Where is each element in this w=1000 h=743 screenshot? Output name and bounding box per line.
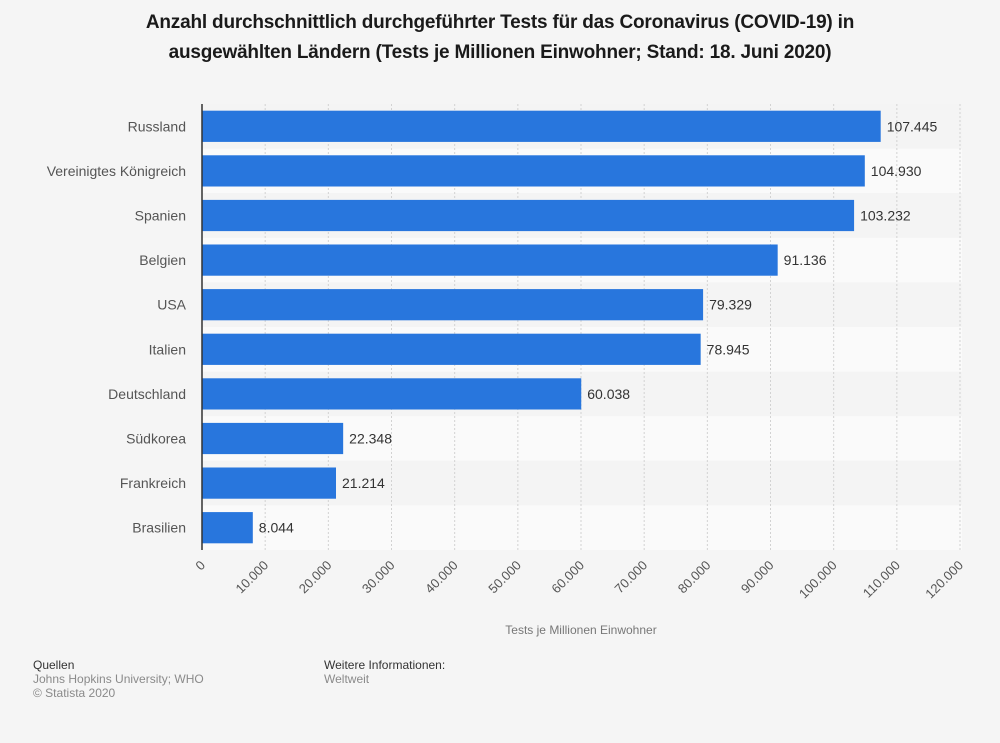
category-labels: Russland Vereinigtes Königreich Spanien Bel… (47, 118, 187, 535)
chart-title: Anzahl durchschnittlich durchgeführter T… (0, 8, 1000, 68)
value-label: 8.044 (259, 520, 294, 536)
value-label: 91.136 (784, 252, 827, 268)
x-tick-label: 80.000 (675, 558, 714, 597)
bar (202, 199, 855, 232)
chart-title-line-2: ausgewählten Ländern (Tests je Millionen… (168, 42, 832, 63)
bar (202, 512, 253, 544)
category-label: Deutschland (108, 386, 186, 402)
bar (202, 378, 582, 410)
x-tick-label: 90.000 (738, 558, 777, 597)
bar (202, 422, 344, 455)
x-tick-label: 20.000 (296, 558, 335, 597)
info-heading: Weitere Informationen: (324, 658, 446, 672)
category-label: Spanien (135, 208, 186, 224)
value-label: 103.232 (860, 208, 911, 224)
value-label: 22.348 (349, 431, 392, 447)
info-block: Weitere Informationen: Weltweit (324, 658, 445, 686)
value-label: 79.329 (709, 297, 752, 313)
x-tick-label: 120.000 (922, 558, 966, 602)
x-tick-label: 50.000 (485, 558, 524, 597)
x-tick-label: 100.000 (796, 558, 840, 602)
x-tick-label: 60.000 (548, 558, 587, 597)
category-label: Brasilien (132, 520, 186, 536)
x-tick-labels: 0 10.000 20.000 30.000 40.000 50.000 60.000 70.… (192, 558, 966, 602)
category-label: Südkorea (126, 431, 186, 447)
x-tick-label: 0 (192, 558, 208, 574)
category-label: Frankreich (120, 475, 186, 491)
value-label: 60.038 (587, 386, 630, 402)
category-label: Russland (128, 118, 186, 134)
sources-text[interactable]: Johns Hopkins University; WHO (33, 672, 204, 686)
bar (202, 244, 778, 276)
row-band (202, 505, 962, 550)
x-tick-label: 40.000 (422, 558, 461, 597)
bar (202, 467, 337, 499)
bar (202, 110, 881, 142)
sources-block: Quellen Johns Hopkins University; WHO © … (33, 658, 204, 700)
x-axis-label: Tests je Millionen Einwohner (505, 623, 656, 637)
bar (202, 289, 704, 321)
x-tick-label: 30.000 (359, 558, 398, 597)
value-label: 107.445 (887, 118, 938, 134)
category-label: Belgien (139, 252, 186, 268)
value-label: 104.930 (871, 163, 922, 179)
value-labels: 107.445 104.930 103.232 91.136 79.329 78.945 6… (259, 118, 938, 535)
bar-chart: 107.445 104.930 103.232 91.136 79.329 78.945 6… (47, 104, 966, 637)
value-label: 78.945 (707, 341, 750, 357)
bars (202, 110, 881, 544)
category-label: Vereinigtes Königreich (47, 163, 186, 179)
category-label: Italien (149, 341, 186, 357)
x-tick-label: 70.000 (612, 558, 651, 597)
bar (202, 155, 865, 187)
chart-title-line-1: Anzahl durchschnittlich durchgeführter T… (145, 12, 855, 33)
x-tick-label: 110.000 (860, 558, 903, 601)
bar (202, 333, 701, 365)
copyright-text: © Statista 2020 (33, 686, 116, 700)
info-text[interactable]: Weltweit (324, 672, 370, 686)
sources-heading: Quellen (33, 658, 75, 672)
value-label: 21.214 (342, 475, 385, 491)
category-label: USA (157, 297, 186, 313)
x-tick-label: 10.000 (233, 558, 272, 597)
